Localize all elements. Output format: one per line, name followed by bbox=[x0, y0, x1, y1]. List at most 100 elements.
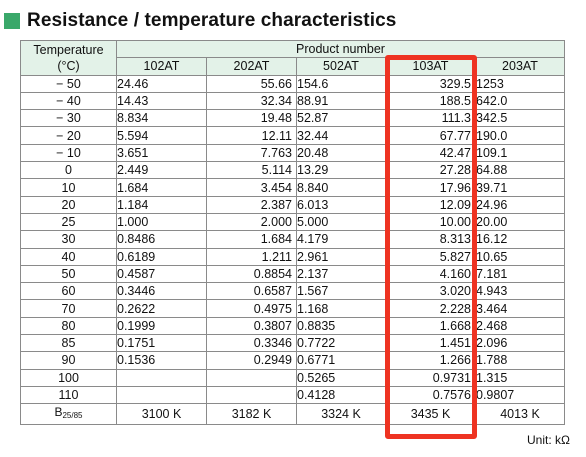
value-cell-203at: 342.5 bbox=[476, 110, 565, 127]
value-cell-202at: 0.6587 bbox=[207, 283, 297, 300]
temperature-unit: (°C) bbox=[57, 59, 79, 73]
temperature-cell: 80 bbox=[21, 317, 117, 334]
value-cell-502at: 154.6 bbox=[297, 75, 386, 92]
value-cell-203at: 3.464 bbox=[476, 300, 565, 317]
table-row: 90 0.1536 0.2949 0.6771 1.266 1.788 bbox=[21, 352, 565, 369]
value-cell-203at: 2.468 bbox=[476, 317, 565, 334]
value-cell-202at: 19.48 bbox=[207, 110, 297, 127]
temperature-cell: 0 bbox=[21, 162, 117, 179]
temperature-cell: 85 bbox=[21, 335, 117, 352]
value-cell-502at: 6.013 bbox=[297, 196, 386, 213]
temperature-cell: 50 bbox=[21, 265, 117, 282]
value-cell-203at: 20.00 bbox=[476, 213, 565, 230]
value-cell-502at: 0.6771 bbox=[297, 352, 386, 369]
temperature-cell: 70 bbox=[21, 300, 117, 317]
value-cell-502at: 32.44 bbox=[297, 127, 386, 144]
value-cell-103at: 0.7576 bbox=[386, 386, 476, 403]
value-cell-502at: 8.840 bbox=[297, 179, 386, 196]
value-cell-102at: 0.2622 bbox=[117, 300, 207, 317]
value-cell-103at: 329.5 bbox=[386, 75, 476, 92]
value-cell-203at: 7.181 bbox=[476, 265, 565, 282]
value-cell-202at: 1.211 bbox=[207, 248, 297, 265]
model-header: 102AT bbox=[117, 58, 207, 75]
table-row: − 30 8.834 19.48 52.87 111.3 342.5 bbox=[21, 110, 565, 127]
value-cell-203at: 24.96 bbox=[476, 196, 565, 213]
table-body: − 50 24.46 55.66 154.6 329.5 1253− 40 14.43 32.… bbox=[21, 75, 565, 425]
value-cell-203at: 10.65 bbox=[476, 248, 565, 265]
value-cell-502at: 0.5265 bbox=[297, 369, 386, 386]
table-row: − 10 3.651 7.763 20.48 42.47 109.1 bbox=[21, 144, 565, 161]
value-cell-102at: 0.8486 bbox=[117, 231, 207, 248]
temperature-cell: − 10 bbox=[21, 144, 117, 161]
value-cell-102at: 1.684 bbox=[117, 179, 207, 196]
value-cell-102at: 0.3446 bbox=[117, 283, 207, 300]
value-cell-202at: 0.3346 bbox=[207, 335, 297, 352]
value-cell-102at: 0.1999 bbox=[117, 317, 207, 334]
temperature-cell: 100 bbox=[21, 369, 117, 386]
value-cell-203at: 190.0 bbox=[476, 127, 565, 144]
value-cell-502at: 4.179 bbox=[297, 231, 386, 248]
value-cell-502at: 0.7722 bbox=[297, 335, 386, 352]
value-cell-103at: 3.020 bbox=[386, 283, 476, 300]
b-constant-cell: 3100 K bbox=[117, 404, 207, 425]
value-cell-103at: 111.3 bbox=[386, 110, 476, 127]
value-cell-102at: 0.4587 bbox=[117, 265, 207, 282]
value-cell-203at: 64.88 bbox=[476, 162, 565, 179]
table-row: 40 0.6189 1.211 2.961 5.827 10.65 bbox=[21, 248, 565, 265]
value-cell-502at: 0.8835 bbox=[297, 317, 386, 334]
value-cell-103at: 42.47 bbox=[386, 144, 476, 161]
unit-note: Unit: kΩ bbox=[527, 433, 570, 447]
value-cell-102at: 8.834 bbox=[117, 110, 207, 127]
value-cell-102at: 0.1536 bbox=[117, 352, 207, 369]
temperature-header: Temperature (°C) bbox=[21, 41, 117, 76]
value-cell-202at: 0.8854 bbox=[207, 265, 297, 282]
value-cell-202at: 32.34 bbox=[207, 92, 297, 109]
temperature-cell: 110 bbox=[21, 386, 117, 403]
title-square-icon bbox=[4, 13, 20, 29]
value-cell-202at: 55.66 bbox=[207, 75, 297, 92]
table-row: 80 0.1999 0.3807 0.8835 1.668 2.468 bbox=[21, 317, 565, 334]
value-cell-102at: 14.43 bbox=[117, 92, 207, 109]
value-cell-502at: 13.29 bbox=[297, 162, 386, 179]
value-cell-203at: 642.0 bbox=[476, 92, 565, 109]
value-cell-102at: 2.449 bbox=[117, 162, 207, 179]
value-cell-502at: 1.168 bbox=[297, 300, 386, 317]
table-row: 20 1.184 2.387 6.013 12.09 24.96 bbox=[21, 196, 565, 213]
table-row: 10 1.684 3.454 8.840 17.96 39.71 bbox=[21, 179, 565, 196]
table-row: 25 1.000 2.000 5.000 10.00 20.00 bbox=[21, 213, 565, 230]
value-cell-103at: 1.451 bbox=[386, 335, 476, 352]
table-row: 0 2.449 5.114 13.29 27.28 64.88 bbox=[21, 162, 565, 179]
b-constant-cell: 4013 K bbox=[476, 404, 565, 425]
value-cell-102at: 5.594 bbox=[117, 127, 207, 144]
value-cell-202at: 7.763 bbox=[207, 144, 297, 161]
value-cell-103at: 67.77 bbox=[386, 127, 476, 144]
value-cell-103at: 2.228 bbox=[386, 300, 476, 317]
table-row: − 40 14.43 32.34 88.91 188.5 642.0 bbox=[21, 92, 565, 109]
title-row: Resistance / temperature characteristics bbox=[0, 8, 396, 34]
table-row: 60 0.3446 0.6587 1.567 3.020 4.943 bbox=[21, 283, 565, 300]
value-cell-203at: 109.1 bbox=[476, 144, 565, 161]
value-cell-202at: 2.387 bbox=[207, 196, 297, 213]
value-cell-502at: 2.137 bbox=[297, 265, 386, 282]
value-cell-502at: 0.4128 bbox=[297, 386, 386, 403]
table-row: − 50 24.46 55.66 154.6 329.5 1253 bbox=[21, 75, 565, 92]
page-title: Resistance / temperature characteristics bbox=[27, 10, 396, 32]
value-cell-103at: 1.668 bbox=[386, 317, 476, 334]
value-cell-202at: 2.000 bbox=[207, 213, 297, 230]
value-cell-202at: 3.454 bbox=[207, 179, 297, 196]
temperature-cell: − 20 bbox=[21, 127, 117, 144]
value-cell-502at: 52.87 bbox=[297, 110, 386, 127]
temperature-cell: 10 bbox=[21, 179, 117, 196]
value-cell-103at: 8.313 bbox=[386, 231, 476, 248]
value-cell-103at: 27.28 bbox=[386, 162, 476, 179]
value-cell-202at: 0.2949 bbox=[207, 352, 297, 369]
value-cell-502at: 1.567 bbox=[297, 283, 386, 300]
value-cell-202at: 0.4975 bbox=[207, 300, 297, 317]
value-cell-202at bbox=[207, 369, 297, 386]
model-header: 502AT bbox=[297, 58, 386, 75]
table-row: 85 0.1751 0.3346 0.7722 1.451 2.096 bbox=[21, 335, 565, 352]
temperature-cell: 60 bbox=[21, 283, 117, 300]
value-cell-203at: 16.12 bbox=[476, 231, 565, 248]
value-cell-502at: 88.91 bbox=[297, 92, 386, 109]
table-row: 50 0.4587 0.8854 2.137 4.160 7.181 bbox=[21, 265, 565, 282]
